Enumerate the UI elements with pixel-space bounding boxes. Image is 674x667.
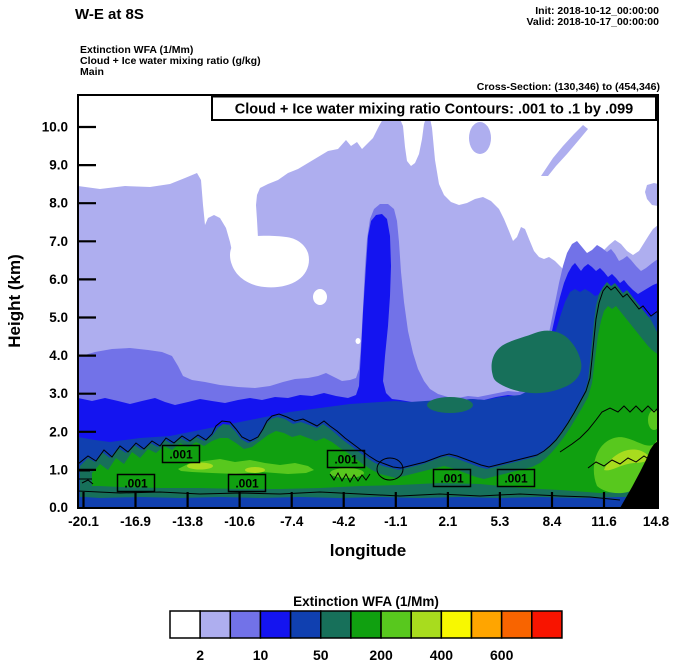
shade-bright-green-mid [330,468,364,478]
contour-label-box: .001 [227,473,267,493]
colorbar-cell [320,610,352,639]
svg-text:2.1: 2.1 [439,514,458,529]
svg-text:50: 50 [313,647,329,663]
svg-text:6.0: 6.0 [49,272,68,287]
svg-text:7.0: 7.0 [49,234,68,249]
colorbar-labels: 2 10 50 200 400 600 [196,647,513,663]
colorbar-cell [500,610,533,639]
svg-text:.001: .001 [504,472,528,486]
svg-text:5.0: 5.0 [49,310,68,325]
svg-text:8.0: 8.0 [49,196,68,211]
colorbar-cell [229,610,262,639]
lavender-patch-streak [541,125,588,176]
colorbar-cell [410,610,443,639]
svg-text:-20.1: -20.1 [68,514,99,529]
shade-ygreen-right [604,449,650,471]
svg-text:9.0: 9.0 [49,158,68,173]
contour-label-box: .001 [116,473,156,493]
x-tick-labels: -20.1 -16.9 -13.8 -10.6 -7.4 -4.2 -1.1 2… [68,514,670,529]
y-axis-title: Height (km) [5,254,24,348]
colorbar-cell [350,610,382,639]
contour-field: .001 .001 .001 .001 .001 .001 [78,95,658,508]
svg-text:200: 200 [369,647,393,663]
contour-band-top [78,285,658,469]
colorbar-cell [380,610,412,639]
svg-text:2: 2 [196,647,204,663]
contour-title: Cloud + Ice water mixing ratio Contours:… [235,102,633,118]
colorbar-cell [470,610,503,639]
field-line-mixing-ratio: Cloud + Ice water mixing ratio (g/kg) [80,55,261,67]
contour-zigzag [329,471,371,484]
shade-bright-green-left [178,459,314,474]
svg-text:1.0: 1.0 [49,462,68,477]
field-line-extinction: Extinction WFA (1/Mm) [80,44,193,56]
svg-text:-1.1: -1.1 [384,514,408,529]
contour-label-box: .001 [496,468,536,488]
page-title: W-E at 8S [75,6,144,23]
init-time-label: Init: 2018-10-12_00:00:00 [535,5,659,17]
colorbar-title: Extinction WFA (1/Mm) [293,594,439,609]
white-hole-oval [313,289,327,305]
svg-text:.001: .001 [235,477,259,491]
colorbar-cell [199,610,232,639]
contour-right-upper [559,405,658,453]
contour-label-boxes: .001 .001 .001 .001 .001 .001 [116,444,536,493]
shade-teal-finger [427,397,473,413]
svg-text:4.0: 4.0 [49,348,68,363]
colorbar-cells [169,610,563,639]
cross-section-label: Cross-Section: (130,346) to (454,346) [477,81,660,93]
svg-text:-10.6: -10.6 [224,514,255,529]
contour-label-box: .001 [326,449,366,469]
lavender-patch-oval [469,122,491,154]
svg-text:5.3: 5.3 [491,514,510,529]
contour-title-box: Cloud + Ice water mixing ratio Contours:… [211,95,657,121]
svg-text:.001: .001 [334,453,358,467]
y-tick-labels: 0.0 1.0 2.0 3.0 4.0 5.0 6.0 7.0 8.0 9.0 … [42,120,68,516]
svg-text:.001: .001 [124,477,148,491]
svg-text:10.0: 10.0 [42,120,68,135]
svg-text:11.6: 11.6 [591,514,617,529]
svg-text:-16.9: -16.9 [120,514,151,529]
svg-text:-4.2: -4.2 [332,514,355,529]
x-axis-title: longitude [330,541,406,560]
colorbar-cell [259,610,292,639]
shade-ygreen-sliver-1 [187,462,213,470]
white-hole-dot [355,338,361,344]
contour-ring [376,457,404,481]
svg-text:-7.4: -7.4 [280,514,304,529]
svg-text:10: 10 [253,647,269,663]
svg-text:14.8: 14.8 [643,514,670,529]
svg-text:8.4: 8.4 [543,514,562,529]
shade-bright-green-edge [648,410,658,430]
white-hole-blob [230,235,309,288]
colorbar-cell [289,610,322,639]
svg-text:0.0: 0.0 [49,500,68,515]
shade-teal-center-blob [491,330,582,394]
colorbar-cell [169,610,201,639]
lavender-patch-right-edge [645,183,658,206]
contour-label-box: .001 [161,444,201,464]
svg-text:.001: .001 [169,448,193,462]
valid-time-label: Valid: 2018-10-17_00:00:00 [526,16,659,28]
colorbar-cell [531,610,563,639]
contour-label-box: .001 [432,468,472,488]
shade-ygreen-sliver-2 [245,467,265,473]
terrain-wedge [620,441,658,508]
x-tick-marks [82,492,657,507]
svg-text:600: 600 [490,647,514,663]
svg-text:400: 400 [430,647,454,663]
colorbar-cell [440,610,473,639]
y-tick-marks [79,125,96,471]
plot-frame [77,94,659,509]
field-line-main: Main [80,66,104,78]
contour-band-bottom [78,490,621,501]
svg-text:.001: .001 [440,472,464,486]
svg-text:-13.8: -13.8 [172,514,203,529]
svg-text:2.0: 2.0 [49,424,68,439]
shade-green-band [92,306,658,493]
svg-text:3.0: 3.0 [49,386,68,401]
